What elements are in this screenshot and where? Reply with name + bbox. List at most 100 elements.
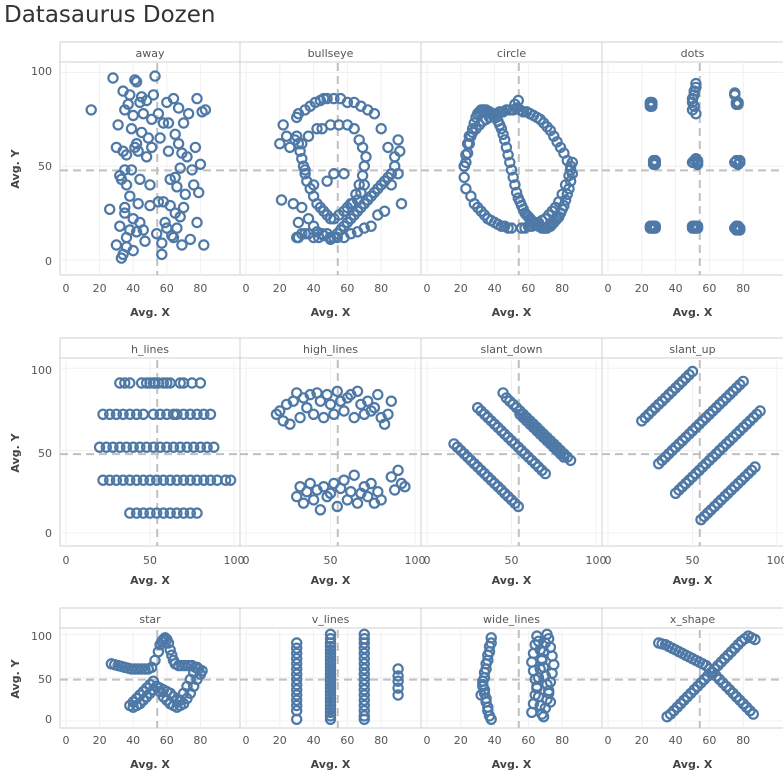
data-point — [458, 171, 470, 184]
data-point — [301, 175, 313, 187]
data-point — [189, 141, 202, 154]
data-point — [284, 418, 296, 430]
panel-title-bullseye: bullseye — [308, 47, 354, 60]
data-point — [392, 134, 404, 146]
data-point — [182, 107, 195, 120]
data-point — [392, 670, 404, 682]
data-point — [649, 158, 662, 170]
data-point — [649, 222, 662, 234]
x-axis-label: Avg. X — [673, 306, 713, 319]
data-point — [184, 474, 196, 486]
data-point — [198, 408, 210, 420]
data-point — [324, 487, 337, 499]
data-point — [307, 231, 320, 244]
data-point — [502, 222, 514, 234]
data-point — [676, 481, 689, 493]
data-point — [690, 77, 702, 90]
x-axis-label: Avg. X — [492, 574, 532, 587]
data-point — [749, 633, 761, 646]
data-point — [324, 651, 337, 663]
data-point — [460, 182, 472, 195]
data-point — [137, 224, 149, 236]
data-point — [134, 173, 146, 185]
x-axis-label: Avg. X — [673, 758, 713, 771]
x-tick-label: 0 — [243, 282, 250, 295]
x-tick-label: 50 — [505, 554, 519, 567]
data-point — [385, 167, 397, 180]
data-point — [137, 507, 149, 519]
panel-away: away 0 20 40 60 80 Avg. X 0 50 100 Avg. Y — [9, 41, 240, 319]
panel-title-h_lines: h_lines — [131, 343, 169, 356]
data-point — [318, 411, 330, 424]
data-point — [186, 164, 198, 176]
data-point — [318, 481, 330, 493]
data-point — [302, 212, 315, 225]
panel-title-high_lines: high_lines — [303, 343, 358, 356]
data-point — [307, 408, 320, 420]
x-axis-label: Avg. X — [311, 758, 351, 771]
data-point — [351, 497, 364, 509]
data-point — [277, 119, 289, 131]
data-point — [754, 405, 766, 417]
data-point — [201, 441, 213, 453]
data-point — [307, 494, 320, 506]
data-point — [360, 151, 372, 163]
data-point — [324, 678, 337, 691]
data-point — [512, 500, 525, 513]
data-point — [737, 375, 749, 388]
data-point — [177, 117, 190, 129]
data-point — [191, 661, 203, 674]
data-point — [341, 96, 354, 109]
data-point — [710, 448, 722, 460]
data-point — [392, 464, 404, 476]
data-point — [324, 647, 337, 660]
data-point — [167, 231, 180, 244]
data-point — [324, 689, 337, 701]
data-point — [686, 220, 699, 232]
panel-circle: circle 0 20 40 60 80 Avg. X — [420, 41, 602, 319]
data-point — [324, 628, 337, 641]
y-tick-label: 100 — [31, 630, 52, 643]
x-axis-label: Avg. X — [130, 574, 170, 587]
data-point — [690, 81, 702, 94]
panel-title-wide_lines: wide_lines — [483, 613, 540, 626]
data-point — [558, 451, 570, 463]
data-point — [348, 469, 360, 481]
data-point — [301, 402, 313, 414]
data-point — [646, 100, 658, 112]
x-tick-label: 50 — [143, 554, 157, 567]
data-point — [324, 703, 337, 715]
x-tick-label: 0 — [63, 734, 70, 747]
data-point — [321, 92, 333, 105]
panel-h_lines: h_lines 0 50 100 Avg. X 0 50 100 Avg. Y — [9, 337, 245, 587]
x-tick-label: 60 — [702, 282, 716, 295]
data-point — [358, 678, 370, 691]
data-point — [478, 467, 491, 480]
data-point — [548, 130, 560, 142]
data-point — [184, 233, 196, 246]
data-point — [507, 171, 519, 184]
data-point — [642, 408, 655, 420]
data-point — [139, 235, 151, 247]
x-tick-label: 20 — [93, 734, 107, 747]
data-point — [159, 216, 171, 229]
x-tick-label: 60 — [702, 734, 716, 747]
data-point — [169, 128, 181, 140]
y-tick-label: 0 — [45, 255, 52, 268]
data-point — [127, 244, 139, 257]
data-point — [559, 194, 572, 206]
data-point — [135, 663, 148, 675]
data-point — [358, 652, 370, 665]
data-point — [510, 186, 523, 199]
data-point — [130, 507, 143, 519]
data-point — [649, 154, 662, 167]
data-point — [727, 385, 739, 397]
data-point — [166, 229, 178, 242]
data-point — [119, 377, 131, 389]
x-tick-label: 0 — [605, 734, 612, 747]
data-point — [328, 408, 340, 420]
data-point — [177, 507, 190, 519]
x-tick-label: 80 — [555, 282, 569, 295]
data-point — [399, 481, 411, 493]
